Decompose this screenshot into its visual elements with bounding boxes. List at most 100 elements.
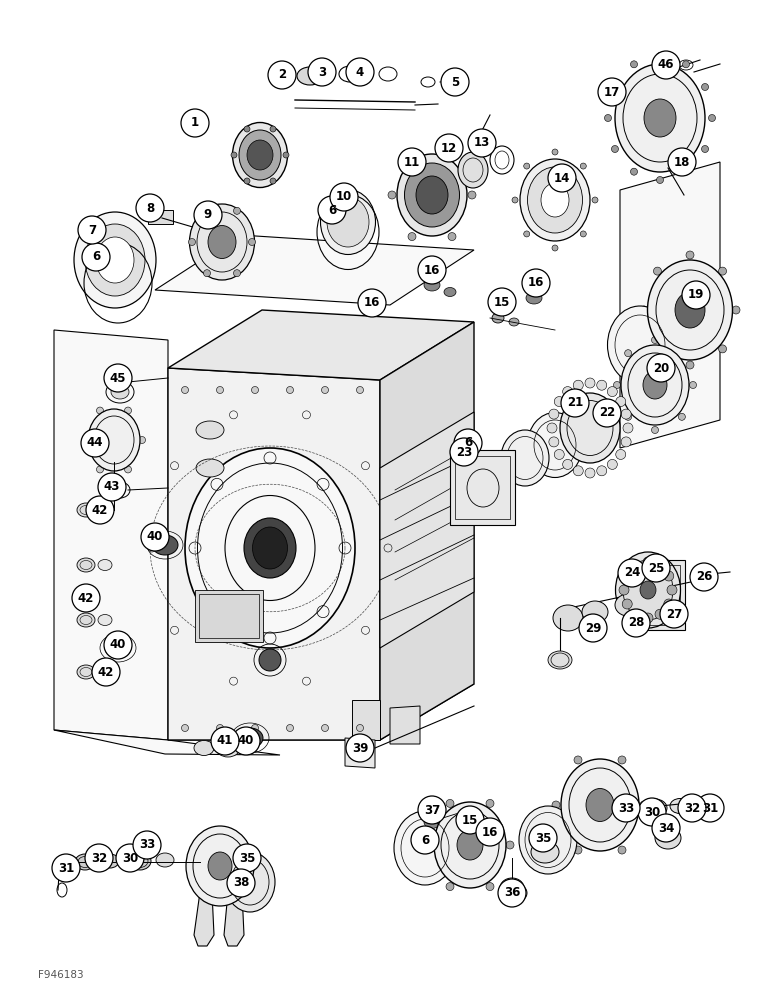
- Ellipse shape: [631, 168, 638, 175]
- Ellipse shape: [270, 126, 276, 132]
- Ellipse shape: [448, 233, 456, 241]
- Ellipse shape: [689, 381, 696, 388]
- Text: 35: 35: [535, 832, 551, 844]
- Ellipse shape: [124, 407, 131, 414]
- Text: 15: 15: [494, 296, 510, 308]
- Ellipse shape: [101, 854, 119, 868]
- Circle shape: [476, 818, 504, 846]
- Circle shape: [598, 78, 626, 106]
- Circle shape: [232, 727, 260, 755]
- Text: 16: 16: [482, 826, 498, 838]
- Ellipse shape: [679, 350, 686, 357]
- Circle shape: [330, 183, 358, 211]
- Circle shape: [133, 831, 161, 859]
- Ellipse shape: [664, 599, 674, 609]
- Ellipse shape: [408, 233, 416, 241]
- Ellipse shape: [408, 149, 416, 157]
- Text: 26: 26: [696, 570, 713, 584]
- Ellipse shape: [623, 423, 633, 433]
- Ellipse shape: [643, 613, 653, 623]
- Ellipse shape: [552, 245, 558, 251]
- Ellipse shape: [472, 811, 484, 821]
- Text: 4: 4: [356, 66, 364, 79]
- Polygon shape: [54, 730, 280, 755]
- Ellipse shape: [653, 267, 662, 275]
- Ellipse shape: [719, 267, 726, 275]
- Text: 22: 22: [599, 406, 615, 420]
- Ellipse shape: [321, 386, 329, 393]
- Text: 39: 39: [352, 742, 368, 754]
- Ellipse shape: [709, 114, 716, 121]
- Ellipse shape: [259, 649, 281, 671]
- Circle shape: [618, 559, 646, 587]
- Ellipse shape: [252, 386, 259, 393]
- Text: 8: 8: [146, 202, 154, 215]
- Circle shape: [268, 61, 296, 89]
- Bar: [195, 590, 263, 642]
- Ellipse shape: [574, 466, 584, 476]
- Ellipse shape: [77, 665, 95, 679]
- Ellipse shape: [655, 609, 665, 619]
- Bar: [630, 565, 680, 625]
- Circle shape: [652, 51, 680, 79]
- Ellipse shape: [664, 571, 674, 581]
- Ellipse shape: [640, 801, 648, 809]
- Text: 6: 6: [328, 204, 336, 217]
- Bar: [450, 450, 515, 525]
- Ellipse shape: [232, 122, 287, 188]
- Text: 32: 32: [91, 852, 107, 864]
- Ellipse shape: [552, 149, 558, 155]
- Text: 1: 1: [191, 116, 199, 129]
- Circle shape: [398, 148, 426, 176]
- Ellipse shape: [208, 852, 232, 880]
- Ellipse shape: [611, 84, 618, 91]
- Ellipse shape: [608, 306, 672, 384]
- Text: 16: 16: [528, 276, 544, 290]
- Ellipse shape: [597, 466, 607, 476]
- Ellipse shape: [631, 61, 638, 68]
- Circle shape: [346, 734, 374, 762]
- Ellipse shape: [667, 585, 677, 595]
- Bar: [455, 456, 510, 519]
- Circle shape: [104, 364, 132, 392]
- Polygon shape: [155, 235, 474, 305]
- Bar: [625, 560, 685, 630]
- Polygon shape: [168, 310, 474, 380]
- Text: 42: 42: [92, 504, 108, 516]
- Circle shape: [593, 399, 621, 427]
- Ellipse shape: [702, 84, 709, 91]
- Circle shape: [358, 289, 386, 317]
- Text: 33: 33: [139, 838, 155, 852]
- Text: 40: 40: [238, 734, 254, 748]
- Ellipse shape: [416, 176, 448, 214]
- Text: 17: 17: [604, 86, 620, 99]
- Ellipse shape: [640, 581, 656, 599]
- Ellipse shape: [492, 313, 504, 323]
- Ellipse shape: [424, 816, 440, 828]
- Text: 44: 44: [86, 436, 103, 450]
- Ellipse shape: [619, 585, 629, 595]
- Circle shape: [622, 609, 650, 637]
- Circle shape: [81, 429, 109, 457]
- Text: 34: 34: [658, 822, 674, 834]
- Circle shape: [638, 798, 666, 826]
- Circle shape: [116, 844, 144, 872]
- Ellipse shape: [682, 168, 689, 175]
- Circle shape: [642, 554, 670, 582]
- Text: 12: 12: [441, 141, 457, 154]
- Circle shape: [652, 814, 680, 842]
- Ellipse shape: [77, 503, 95, 517]
- Text: 21: 21: [567, 396, 583, 410]
- Ellipse shape: [643, 557, 653, 567]
- Ellipse shape: [608, 387, 618, 397]
- Ellipse shape: [655, 561, 665, 571]
- Ellipse shape: [574, 380, 584, 390]
- Ellipse shape: [283, 152, 289, 158]
- Ellipse shape: [244, 178, 250, 184]
- Circle shape: [82, 243, 110, 271]
- Text: 42: 42: [98, 666, 114, 678]
- Text: 45: 45: [110, 371, 127, 384]
- Ellipse shape: [719, 345, 726, 353]
- Ellipse shape: [186, 826, 254, 906]
- Ellipse shape: [444, 288, 456, 296]
